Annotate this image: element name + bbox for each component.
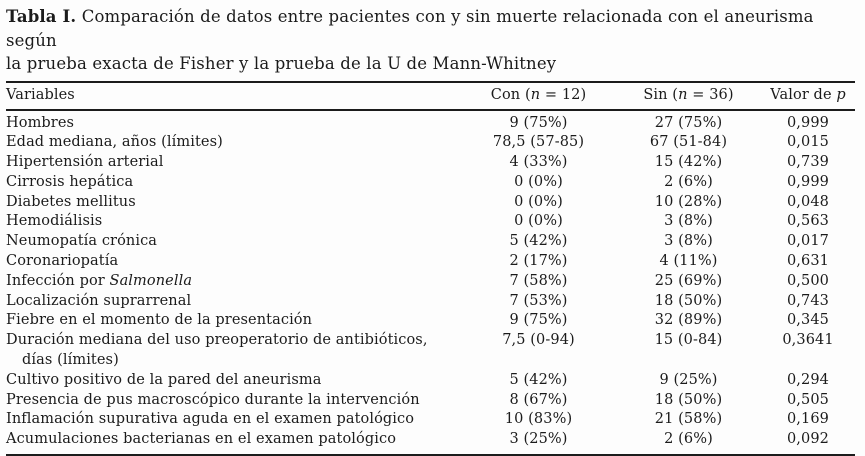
table-row: Cultivo positivo de la pared del aneuris…: [6, 371, 855, 391]
row-p-value: 0,563: [761, 212, 855, 232]
row-sin-value: 67 (51-84): [616, 133, 761, 153]
row-sin-value: 4 (11%): [616, 252, 761, 272]
row-p-value: 0,500: [761, 272, 855, 292]
row-con-value: 2 (17%): [461, 252, 616, 272]
row-sin-value: 27 (75%): [616, 110, 761, 134]
row-p-value: 0,743: [761, 292, 855, 312]
row-variable-label-continuation: días (límites): [6, 351, 461, 371]
row-sin-value: 9 (25%): [616, 371, 761, 391]
row-variable-label: Infección por Salmonella: [6, 272, 461, 292]
row-variable-label: Duración mediana del uso preoperatorio d…: [6, 331, 461, 371]
row-variable-label: Cultivo positivo de la pared del aneuris…: [6, 371, 461, 391]
row-variable-label: Cirrosis hepática: [6, 173, 461, 193]
row-variable-label: Hipertensión arterial: [6, 153, 461, 173]
table-row: Inflamación supurativa aguda en el exame…: [6, 410, 855, 430]
row-p-value: 0,631: [761, 252, 855, 272]
row-p-value: 0,3641: [761, 331, 855, 371]
row-sin-value: 32 (89%): [616, 311, 761, 331]
row-variable-label: Neumopatía crónica: [6, 232, 461, 252]
row-variable-label: Localización suprarrenal: [6, 292, 461, 312]
column-header-sin: Sin (n = 36): [616, 82, 761, 110]
row-sin-value: 18 (50%): [616, 391, 761, 411]
paper-table-figure: Tabla I. Comparación de datos entre paci…: [0, 0, 865, 434]
row-sin-value: 25 (69%): [616, 272, 761, 292]
row-p-value: 0,739: [761, 153, 855, 173]
row-p-value: 0,294: [761, 371, 855, 391]
row-con-value: 8 (67%): [461, 391, 616, 411]
row-p-value: 0,015: [761, 133, 855, 153]
row-con-value: 4 (33%): [461, 153, 616, 173]
row-p-value: 0,048: [761, 193, 855, 213]
table-row: Edad mediana, años (límites)78,5 (57-85)…: [6, 133, 855, 153]
table-row: Presencia de pus macroscópico durante la…: [6, 391, 855, 411]
column-header-con: Con (n = 12): [461, 82, 616, 110]
table-header-row: Variables Con (n = 12) Sin (n = 36) Valo…: [6, 82, 855, 110]
row-con-value: 9 (75%): [461, 110, 616, 134]
row-sin-value: 15 (0-84): [616, 331, 761, 371]
column-header-variables: Variables: [6, 82, 461, 110]
row-p-value: 0,345: [761, 311, 855, 331]
row-p-value: 0,505: [761, 391, 855, 411]
row-con-value: 7 (58%): [461, 272, 616, 292]
row-con-value: 5 (42%): [461, 371, 616, 391]
row-con-value: 5 (42%): [461, 232, 616, 252]
row-variable-label: Diabetes mellitus: [6, 193, 461, 213]
row-con-value: 0 (0%): [461, 193, 616, 213]
row-p-value: 0,999: [761, 173, 855, 193]
row-p-value: 0,169: [761, 410, 855, 430]
row-con-value: 78,5 (57-85): [461, 133, 616, 153]
row-variable-label: Fiebre en el momento de la presentación: [6, 311, 461, 331]
table-caption-line1: Comparación de datos entre pacientes con…: [6, 7, 814, 50]
row-sin-value: 10 (28%): [616, 193, 761, 213]
row-sin-value: 15 (42%): [616, 153, 761, 173]
row-variable-label: Inflamación supurativa aguda en el exame…: [6, 410, 461, 430]
row-p-value: 0,999: [761, 110, 855, 134]
column-header-p-value: Valor de p: [761, 82, 855, 110]
table-caption: Tabla I. Comparación de datos entre paci…: [6, 5, 855, 76]
row-sin-value: 3 (8%): [616, 212, 761, 232]
row-variable-label: Edad mediana, años (límites): [6, 133, 461, 153]
row-con-value: 9 (75%): [461, 311, 616, 331]
row-variable-label: Hombres: [6, 110, 461, 134]
row-variable-label: Hemodiálisis: [6, 212, 461, 232]
table-row: Duración mediana del uso preoperatorio d…: [6, 331, 855, 371]
row-sin-value: 18 (50%): [616, 292, 761, 312]
row-sin-value: 2 (6%): [616, 173, 761, 193]
row-sin-value: 3 (8%): [616, 232, 761, 252]
row-con-value: 10 (83%): [461, 410, 616, 430]
row-variable-label: Presencia de pus macroscópico durante la…: [6, 391, 461, 411]
row-sin-value: 21 (58%): [616, 410, 761, 430]
row-con-value: 7 (53%): [461, 292, 616, 312]
row-con-value: 7,5 (0-94): [461, 331, 616, 371]
row-p-value: 0,017: [761, 232, 855, 252]
row-con-value: 0 (0%): [461, 173, 616, 193]
row-variable-label: Coronariopatía: [6, 252, 461, 272]
table-caption-label: Tabla I.: [6, 7, 76, 26]
comparison-table: Variables Con (n = 12) Sin (n = 36) Valo…: [6, 81, 855, 456]
row-con-value: 0 (0%): [461, 212, 616, 232]
table-caption-line2: la prueba exacta de Fisher y la prueba d…: [6, 54, 556, 73]
table-header: Variables Con (n = 12) Sin (n = 36) Valo…: [6, 82, 855, 110]
